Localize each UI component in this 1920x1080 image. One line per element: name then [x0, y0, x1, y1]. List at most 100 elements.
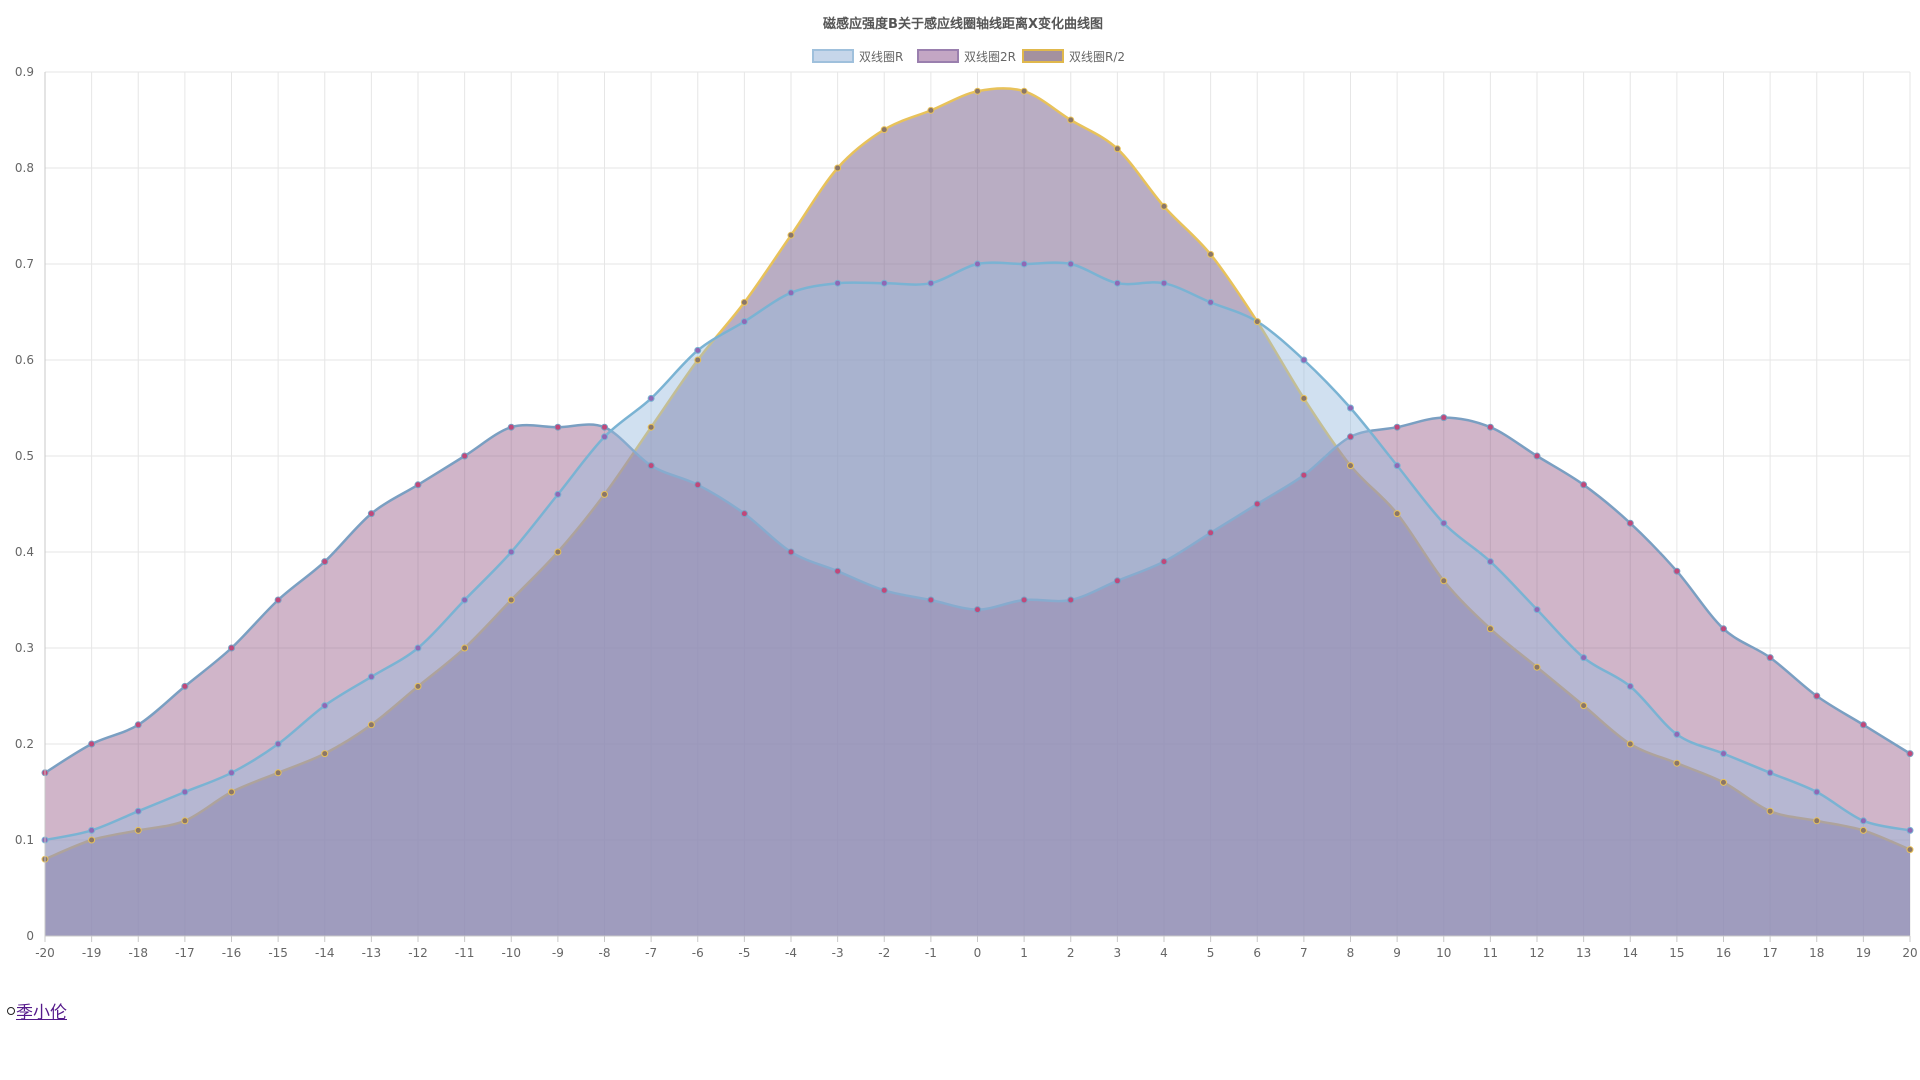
x-tick-label: -14 — [315, 946, 335, 960]
chart-areas — [44, 87, 1911, 937]
data-point-series-0 — [1626, 682, 1634, 690]
x-tick-label: -9 — [552, 946, 564, 960]
data-point-series-2 — [1906, 846, 1914, 854]
x-tick-label: 0 — [974, 946, 982, 960]
data-point-series-1 — [321, 558, 329, 566]
data-point-series-2 — [1859, 826, 1867, 834]
area-fill-series-2 — [45, 88, 1910, 936]
data-point-series-2 — [647, 423, 655, 431]
data-point-series-2 — [1813, 817, 1821, 825]
data-point-series-1 — [228, 644, 235, 652]
data-point-series-1 — [1626, 519, 1634, 527]
legend-swatch — [1022, 49, 1064, 63]
x-tick-label: -12 — [408, 946, 428, 960]
area-fill-series-0 — [45, 262, 1910, 937]
chart-container: 磁感应强度B关于感应线圈轴线距离X变化曲线图 双线圈R 双线圈2R 双线圈R/2 0… — [15, 16, 1918, 960]
legend-label: 双线圈2R — [964, 50, 1016, 64]
author-link[interactable]: 季小伦 — [16, 1003, 67, 1023]
y-tick-label: 0.5 — [15, 449, 34, 463]
data-point-series-0 — [834, 279, 842, 287]
data-point-series-1 — [740, 510, 748, 518]
data-point-series-1 — [1486, 423, 1494, 431]
x-tick-label: -8 — [599, 946, 611, 960]
data-point-series-2 — [974, 87, 981, 95]
y-tick-label: 0.8 — [15, 161, 34, 175]
data-point-series-0 — [1580, 654, 1588, 662]
x-tick-label: 14 — [1623, 946, 1638, 960]
data-point-series-2 — [1673, 759, 1681, 767]
x-tick-label: -3 — [832, 946, 844, 960]
data-point-series-2 — [1067, 116, 1075, 124]
data-point-series-2 — [507, 596, 515, 604]
y-tick-label: 0.9 — [15, 65, 34, 79]
x-tick-label: -7 — [645, 946, 657, 960]
data-point-series-0 — [1533, 606, 1541, 614]
x-tick-label: 16 — [1716, 946, 1731, 960]
x-tick-label: -18 — [128, 946, 148, 960]
data-point-series-1 — [1906, 750, 1914, 758]
data-point-series-0 — [1813, 788, 1821, 796]
data-point-series-1 — [787, 548, 795, 556]
data-point-series-0 — [1207, 298, 1215, 306]
x-tick-label: 1 — [1020, 946, 1028, 960]
data-point-series-2 — [1533, 663, 1541, 671]
footer: 季小伦 — [7, 998, 67, 1023]
y-tick-label: 0.1 — [15, 833, 34, 847]
x-tick-label: -11 — [455, 946, 475, 960]
data-point-series-0 — [507, 548, 515, 556]
legend-label: 双线圈R — [859, 50, 903, 64]
data-point-series-2 — [1720, 778, 1727, 786]
x-tick-label: 15 — [1669, 946, 1684, 960]
data-point-series-2 — [414, 682, 422, 690]
data-point-series-2 — [1486, 625, 1494, 633]
data-point-series-0 — [1859, 817, 1867, 825]
x-tick-label: 4 — [1160, 946, 1168, 960]
data-point-series-0 — [974, 260, 981, 268]
x-tick-label: -5 — [738, 946, 750, 960]
x-tick-label: 9 — [1393, 946, 1401, 960]
x-tick-label: 6 — [1253, 946, 1261, 960]
x-tick-label: 19 — [1856, 946, 1871, 960]
data-point-series-2 — [601, 490, 608, 498]
area-fill-series-1 — [45, 417, 1910, 937]
data-point-series-2 — [1253, 318, 1261, 326]
data-point-series-0 — [927, 279, 935, 287]
data-point-series-1 — [974, 606, 981, 614]
data-point-series-2 — [1440, 577, 1448, 585]
data-point-series-0 — [1440, 519, 1448, 527]
x-tick-label: -16 — [222, 946, 242, 960]
data-point-series-2 — [228, 788, 235, 796]
data-point-series-0 — [1486, 558, 1494, 566]
x-tick-label: 8 — [1347, 946, 1355, 960]
data-point-series-1 — [554, 423, 562, 431]
x-tick-label: 2 — [1067, 946, 1075, 960]
data-point-series-2 — [927, 106, 935, 114]
x-tick-label: 20 — [1902, 946, 1917, 960]
data-point-series-0 — [134, 807, 142, 815]
data-point-series-1 — [1393, 423, 1401, 431]
x-tick-label: 11 — [1483, 946, 1498, 960]
x-tick-label: 17 — [1762, 946, 1777, 960]
data-point-series-0 — [1300, 356, 1308, 364]
data-point-series-0 — [321, 702, 329, 710]
data-point-series-1 — [181, 682, 189, 690]
x-tick-label: -1 — [925, 946, 937, 960]
data-point-series-0 — [1160, 279, 1168, 287]
data-point-series-0 — [1347, 404, 1354, 412]
data-point-series-2 — [1300, 394, 1308, 402]
data-point-series-2 — [274, 769, 282, 777]
data-point-series-2 — [880, 126, 888, 134]
data-point-series-1 — [1766, 654, 1774, 662]
data-point-series-0 — [554, 490, 562, 498]
data-point-series-1 — [507, 423, 515, 431]
data-point-series-1 — [1347, 433, 1354, 441]
data-point-series-2 — [694, 356, 702, 364]
data-point-series-0 — [1720, 750, 1727, 758]
data-point-series-2 — [1626, 740, 1634, 748]
data-point-series-1 — [1207, 529, 1215, 537]
data-point-series-1 — [1253, 500, 1261, 508]
y-tick-label: 0.7 — [15, 257, 34, 271]
x-tick-label: -15 — [268, 946, 288, 960]
data-point-series-1 — [414, 481, 422, 489]
data-point-series-2 — [134, 826, 142, 834]
